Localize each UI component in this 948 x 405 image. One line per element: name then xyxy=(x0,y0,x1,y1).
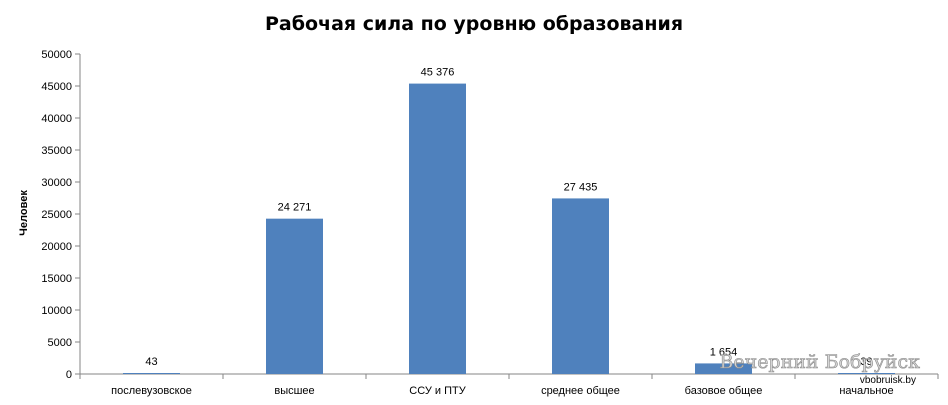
axes xyxy=(79,54,939,379)
y-tick-label: 20000 xyxy=(41,241,72,253)
y-tick-label: 10000 xyxy=(41,305,72,317)
y-tick-label: 50000 xyxy=(41,49,72,61)
category-labels: послевузовское высшее ССУ и ПТУ среднее общ… xyxy=(111,385,893,397)
category-label: базовое общее xyxy=(685,385,763,397)
bar xyxy=(409,83,466,374)
y-tick-label: 45000 xyxy=(41,81,72,93)
data-label: 1 654 xyxy=(710,346,738,358)
bar xyxy=(552,198,609,374)
data-label: 27 435 xyxy=(564,181,598,193)
data-label: 39 xyxy=(860,356,872,368)
data-label: 45 376 xyxy=(421,67,455,79)
category-label: среднее общее xyxy=(541,385,620,397)
watermark-site: vbobruisk.by xyxy=(860,375,916,386)
category-label: послевузовское xyxy=(111,385,192,397)
data-label: 24 271 xyxy=(278,202,312,214)
data-label: 43 xyxy=(145,356,157,368)
bar xyxy=(838,373,895,374)
chart-title: Рабочая сила по уровню образования xyxy=(265,13,683,35)
bar xyxy=(266,218,323,374)
y-tick-label: 15000 xyxy=(41,273,72,285)
category-label: высшее xyxy=(274,385,314,397)
y-ticks: 0 5000 10000 15000 20000 25000 30000 35000 40000… xyxy=(41,49,80,381)
y-tick-label: 0 xyxy=(66,369,72,381)
y-axis-label: Человек xyxy=(18,190,30,236)
bar xyxy=(123,373,180,374)
bar xyxy=(695,363,752,374)
y-tick-label: 35000 xyxy=(41,145,72,157)
y-tick-label: 5000 xyxy=(48,337,72,349)
watermark: Вечерний Бобруйск vbobruisk.by xyxy=(719,351,920,386)
y-tick-label: 30000 xyxy=(41,177,72,189)
watermark-brand: Вечерний Бобруйск xyxy=(719,351,920,373)
bars xyxy=(123,83,895,374)
y-tick-label: 40000 xyxy=(41,113,72,125)
category-label: ССУ и ПТУ xyxy=(409,385,466,397)
data-labels: 43 24 271 45 376 27 435 1 654 39 xyxy=(145,67,872,368)
y-tick-label: 25000 xyxy=(41,209,72,221)
category-label: начальное xyxy=(839,385,893,397)
